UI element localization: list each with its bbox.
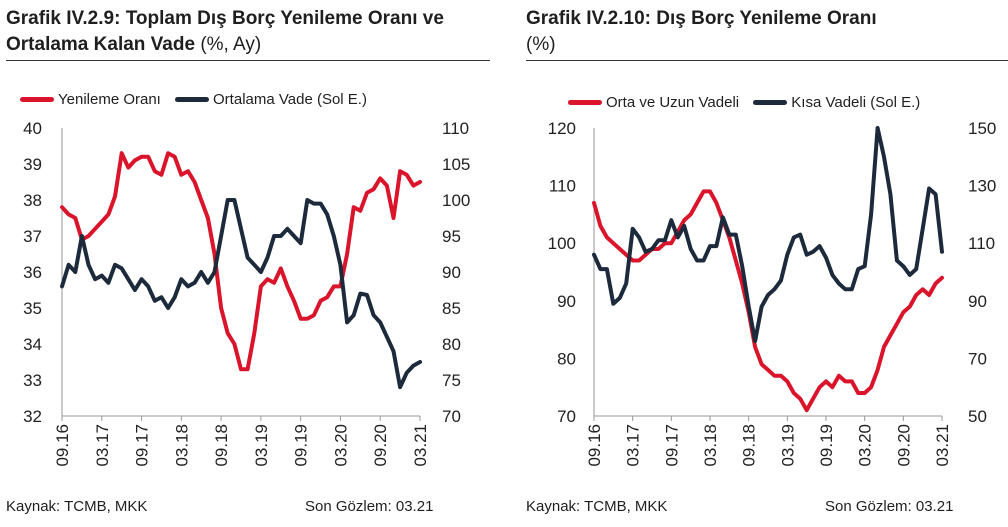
x-tick-label: 09.17 xyxy=(662,424,681,467)
legend-label: Kısa Vadeli (Sol E.) xyxy=(791,94,921,111)
y-tick-left: 90 xyxy=(557,292,576,311)
last-observation-note: Son Gözlem: 03.21 xyxy=(305,498,434,515)
x-tick-label: 09.18 xyxy=(212,424,231,467)
series-line xyxy=(60,198,422,390)
x-tick-label: 03.18 xyxy=(172,424,191,467)
chart-panel-left: Grafik IV.2.9: Toplam Dış Borç Yenileme … xyxy=(0,0,490,527)
series-line xyxy=(60,151,422,372)
chart-title: Grafik IV.2.9: Toplam Dış Borç Yenileme … xyxy=(6,6,486,58)
y-tick-left: 37 xyxy=(23,227,42,246)
y-tick-left: 36 xyxy=(23,263,42,282)
title-divider xyxy=(6,60,490,61)
chart-legend: Orta ve Uzun Vadeli Kısa Vadeli (Sol E.) xyxy=(568,92,930,111)
line-chart: 70 80 90 100 110 120 50 70 90 110 130 150 09.16 03.17… xyxy=(548,119,997,467)
x-tick-label: 03.19 xyxy=(252,424,271,467)
source-note: Kaynak: TCMB, MKK xyxy=(6,498,148,515)
x-tick-label: 03.18 xyxy=(701,424,720,467)
y-tick-right: 130 xyxy=(968,177,996,196)
y-tick-right: 70 xyxy=(968,349,987,368)
legend-item: Kısa Vadeli (Sol E.) xyxy=(753,94,920,111)
y-tick-left: 33 xyxy=(23,371,42,390)
x-tick-label: 03.20 xyxy=(856,424,875,467)
title-divider xyxy=(526,60,1008,61)
y-tick-right: 70 xyxy=(442,407,461,426)
x-tick-label: 09.16 xyxy=(585,424,604,467)
x-tick-label: 03.19 xyxy=(778,424,797,467)
y-tick-right: 150 xyxy=(968,119,996,138)
y-tick-left: 120 xyxy=(548,119,576,138)
x-tick-label: 03.21 xyxy=(411,424,430,467)
x-tick-label: 03.20 xyxy=(331,424,350,467)
chart-title: Grafik IV.2.10: Dış Borç Yenileme Oranı (… xyxy=(526,6,1006,58)
y-tick-left: 80 xyxy=(557,349,576,368)
y-tick-left: 110 xyxy=(549,177,576,196)
y-tick-left: 35 xyxy=(23,299,42,318)
x-tick-label: 03.21 xyxy=(933,424,952,467)
legend-item: Orta ve Uzun Vadeli xyxy=(568,94,739,111)
y-tick-right: 110 xyxy=(442,119,469,138)
y-tick-right: 80 xyxy=(442,335,461,354)
y-tick-right: 90 xyxy=(442,263,461,282)
chart-title-bold: Grafik IV.2.10: Dış Borç Yenileme Oranı xyxy=(526,8,877,29)
x-tick-label: 09.18 xyxy=(740,424,759,467)
legend-swatch xyxy=(568,100,602,105)
x-tick-label: 09.17 xyxy=(133,424,152,467)
legend-item: Yenileme Oranı xyxy=(20,91,161,108)
y-tick-right: 85 xyxy=(442,299,461,318)
y-tick-right: 110 xyxy=(968,234,995,253)
x-tick-label: 03.17 xyxy=(93,424,112,467)
series-line xyxy=(592,126,944,344)
chart-title-unit: (%, Ay) xyxy=(195,34,262,55)
legend-label: Ortalama Vade (Sol E.) xyxy=(213,91,367,108)
y-tick-left: 38 xyxy=(23,191,42,210)
y-tick-left: 70 xyxy=(557,407,576,426)
legend-swatch xyxy=(175,97,210,102)
x-tick-label: 09.16 xyxy=(53,424,72,467)
legend-item: Ortalama Vade (Sol E.) xyxy=(175,91,367,108)
legend-swatch xyxy=(753,100,788,105)
chart-legend: Yenileme Oranı Ortalama Vade (Sol E.) xyxy=(20,89,377,108)
last-observation-note: Son Gözlem: 03.21 xyxy=(825,498,954,515)
chart-panel-right: Grafik IV.2.10: Dış Borç Yenileme Oranı (… xyxy=(520,0,1008,527)
x-tick-label: 09.20 xyxy=(371,424,390,467)
x-tick-label: 09.19 xyxy=(817,424,836,467)
y-tick-right: 100 xyxy=(442,191,470,210)
y-tick-right: 75 xyxy=(442,371,461,390)
legend-label: Orta ve Uzun Vadeli xyxy=(606,94,740,111)
x-tick-label: 09.20 xyxy=(894,424,913,467)
line-chart: 32 33 34 35 36 37 38 39 40 70 75 80 85 90 95 100 105 110 0… xyxy=(23,119,470,467)
chart-title-bold: Grafik IV.2.9: Toplam Dış Borç Yenileme … xyxy=(6,8,444,55)
y-tick-right: 105 xyxy=(442,155,470,174)
chart-title-unit: (%) xyxy=(526,34,556,55)
y-tick-right: 50 xyxy=(968,407,987,426)
y-tick-left: 40 xyxy=(23,119,42,138)
x-tick-label: 09.19 xyxy=(292,424,311,467)
y-tick-left: 34 xyxy=(23,335,42,354)
y-tick-left: 100 xyxy=(548,234,576,253)
y-tick-right: 95 xyxy=(442,227,461,246)
legend-swatch xyxy=(20,97,54,102)
x-tick-label: 03.17 xyxy=(624,424,643,467)
y-tick-left: 32 xyxy=(23,407,42,426)
legend-label: Yenileme Oranı xyxy=(58,91,161,108)
y-tick-right: 90 xyxy=(968,292,987,311)
source-note: Kaynak: TCMB, MKK xyxy=(526,498,668,515)
y-tick-left: 39 xyxy=(23,155,42,174)
series-line xyxy=(592,189,944,413)
